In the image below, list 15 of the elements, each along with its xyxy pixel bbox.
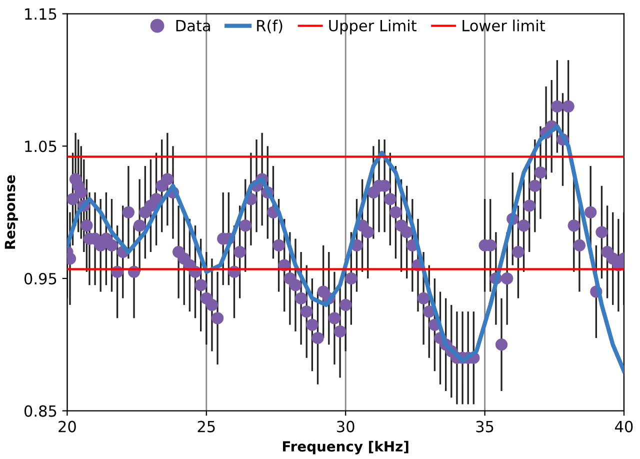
legend-label: Lower limit [462, 20, 546, 32]
x-axis-title: Frequency [kHz] [282, 440, 408, 454]
y-axis-title: Response [4, 175, 18, 249]
x-tick-label: 40 [615, 420, 633, 432]
y-tick-label: 1.05 [25, 140, 56, 152]
y-tick-label: 0.95 [24, 272, 56, 284]
x-tick-label: 35 [476, 420, 494, 432]
x-tick-label: 30 [337, 420, 354, 432]
legend-label: Upper Limit [329, 20, 416, 34]
legend-label: Data [176, 20, 210, 32]
y-tick-label: 0.85 [24, 405, 56, 417]
x-tick-label: 25 [198, 420, 215, 432]
y-tick-label: 1.15 [25, 8, 56, 20]
x-tick-label: 20 [58, 420, 76, 432]
legend-label: R(f) [257, 20, 282, 34]
